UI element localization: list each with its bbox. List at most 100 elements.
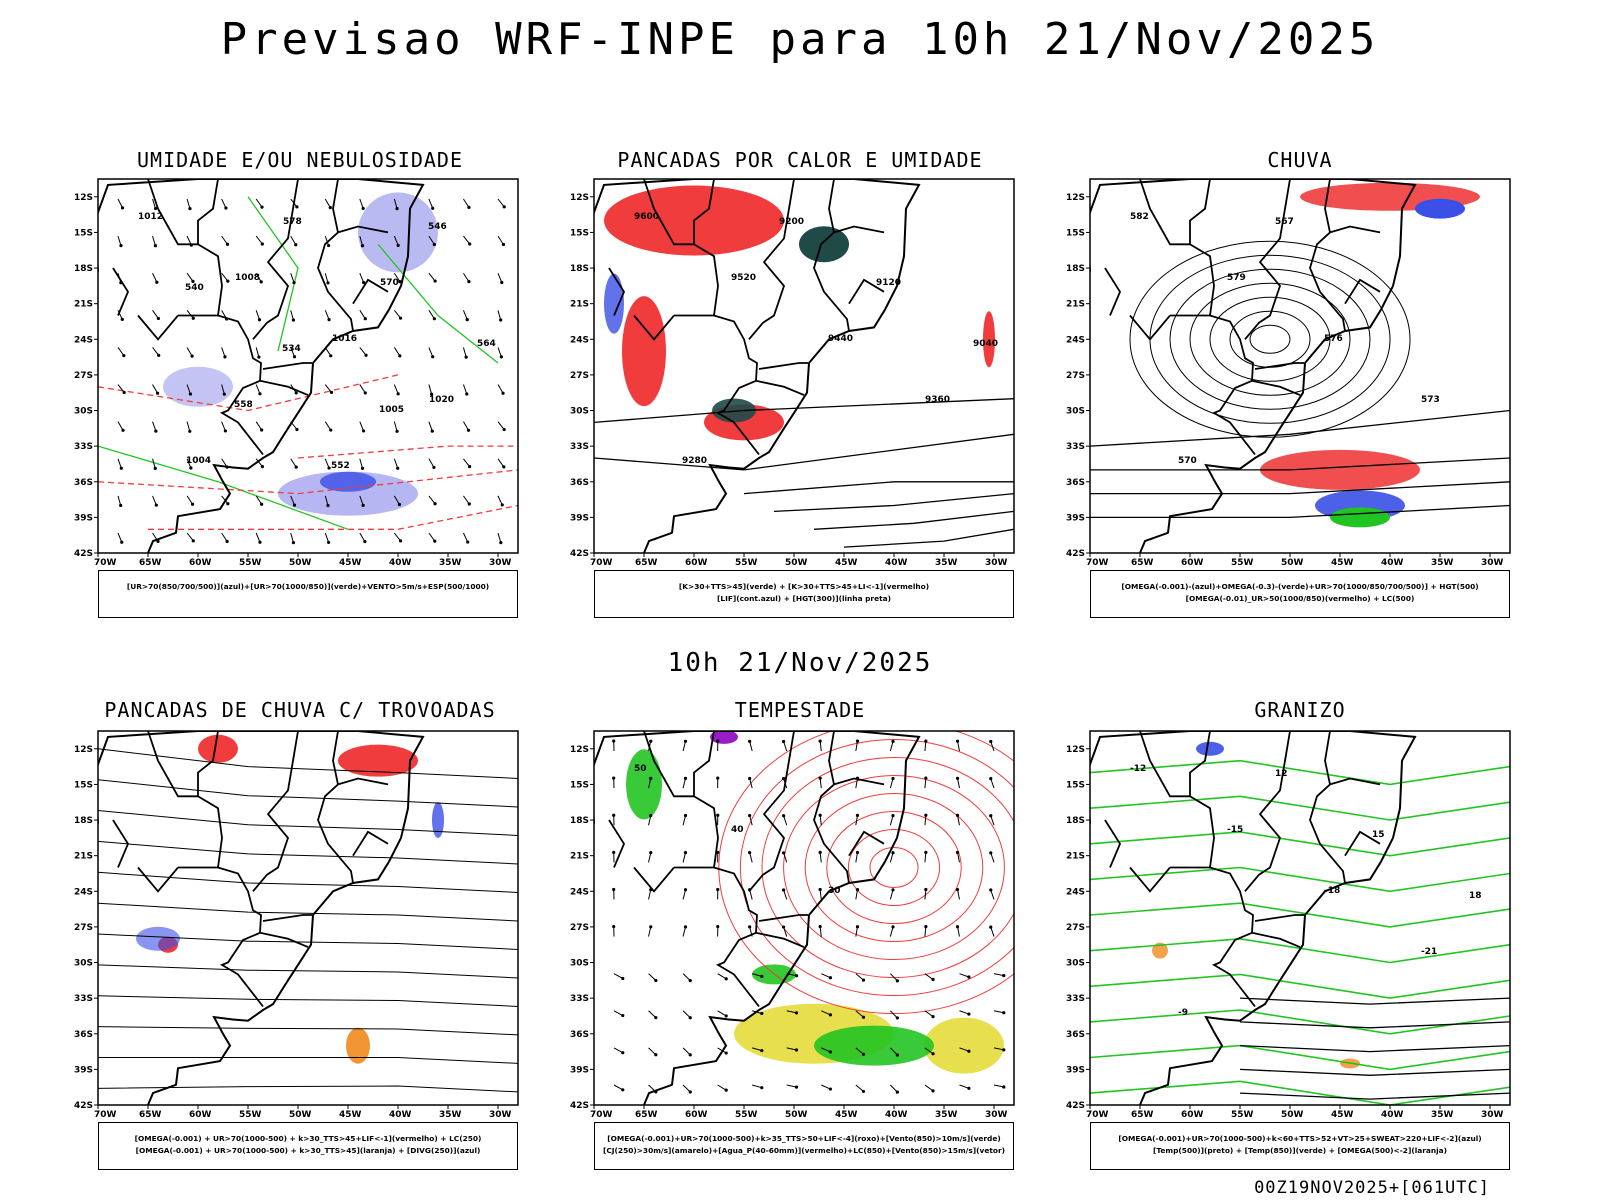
lon-tick-label: 55W — [735, 558, 758, 568]
lat-tick-label: 15S — [1066, 228, 1085, 238]
lon-tick-label: 40W — [885, 558, 908, 568]
lat-tick-label: 39S — [570, 1065, 589, 1075]
lon-tick-label: 45W — [339, 1110, 362, 1120]
lat-tick-label: 33S — [570, 994, 589, 1004]
lat-tick-label: 21S — [74, 300, 93, 310]
lat-tick-label: 36S — [74, 1030, 93, 1040]
panel-4-legend: [OMEGA(-0.001) + UR>70(1000-500) + k>30_… — [98, 1122, 518, 1170]
lon-tick-label: 45W — [1331, 558, 1354, 568]
lon-tick-label: 65W — [139, 1110, 162, 1120]
lat-tick-label: 18S — [1066, 816, 1085, 826]
lat-tick-label: 12S — [1066, 193, 1085, 203]
lat-tick-label: 39S — [570, 513, 589, 523]
lon-tick-label: 40W — [1381, 558, 1404, 568]
lat-tick-label: 15S — [570, 228, 589, 238]
lat-tick-label: 39S — [1066, 513, 1085, 523]
lon-tick-label: 35W — [439, 1110, 462, 1120]
map-panel-5: 50 40 30 12S 15S 18S 21S 24S 27S 30S 33S 36S 39S 42S7… — [570, 730, 1015, 1120]
contour-label: 1012 — [138, 212, 163, 222]
panel-4-title: PANCADAS DE CHUVA C/ TROVOADAS — [104, 698, 496, 722]
contour-label: 570 — [1178, 456, 1197, 466]
lon-tick-label: 70W — [94, 558, 117, 568]
lat-tick-label: 21S — [570, 300, 589, 310]
lon-tick-label: 50W — [1281, 1110, 1304, 1120]
lat-tick-label: 39S — [74, 1065, 93, 1075]
mid-time-label: 10h 21/Nov/2025 — [667, 648, 933, 678]
lat-tick-label: 30S — [570, 959, 589, 969]
contour-label: 9040 — [973, 339, 998, 349]
lat-tick-label: 15S — [570, 780, 589, 790]
lat-tick-label: 24S — [570, 335, 589, 345]
lon-tick-label: 35W — [439, 558, 462, 568]
contour-label: 534 — [282, 344, 301, 354]
lat-tick-label: 21S — [74, 852, 93, 862]
lon-tick-label: 35W — [935, 1110, 958, 1120]
lat-tick-label: 12S — [570, 745, 589, 755]
legend-line: [OMEGA(-0.001)+UR>70(1000-500)+k<60+TTS>… — [1118, 1134, 1482, 1143]
lon-tick-label: 50W — [785, 1110, 808, 1120]
lon-tick-label: 70W — [1086, 1110, 1109, 1120]
lat-tick-label: 12S — [570, 193, 589, 203]
lat-tick-label: 39S — [1066, 1065, 1085, 1075]
contour-label: 9360 — [925, 395, 950, 405]
lon-tick-label: 30W — [489, 1110, 512, 1120]
lon-tick-label: 70W — [94, 1110, 117, 1120]
lon-tick-label: 45W — [1331, 1110, 1354, 1120]
lat-tick-label: 24S — [1066, 887, 1085, 897]
lat-tick-label: 42S — [570, 549, 589, 559]
lat-tick-label: 21S — [570, 852, 589, 862]
lat-tick-label: 27S — [1066, 923, 1085, 933]
lon-tick-label: 60W — [189, 558, 212, 568]
lat-tick-label: 36S — [1066, 1030, 1085, 1040]
lat-tick-label: 27S — [1066, 371, 1085, 381]
lon-tick-label: 35W — [1431, 1110, 1454, 1120]
contour-label: -9 — [1178, 1008, 1188, 1018]
panel-3-legend: [OMEGA(-0.001)-(azul)+OMEGA(-0.3)-(verde… — [1090, 570, 1510, 618]
contour-label: 1004 — [186, 456, 211, 466]
lat-tick-label: 15S — [74, 228, 93, 238]
lon-tick-label: 65W — [635, 1110, 658, 1120]
contour-label: 15 — [1372, 830, 1385, 840]
lon-tick-label: 35W — [1431, 558, 1454, 568]
lat-tick-label: 30S — [570, 407, 589, 417]
contour-label: 573 — [1421, 395, 1440, 405]
lat-tick-label: 33S — [570, 442, 589, 452]
contour-label: 9280 — [682, 456, 707, 466]
contour-label: -12 — [1130, 764, 1146, 774]
lat-tick-label: 42S — [74, 1101, 93, 1111]
lon-tick-label: 30W — [1481, 558, 1504, 568]
lat-tick-label: 24S — [570, 887, 589, 897]
lon-tick-label: 60W — [685, 558, 708, 568]
lat-tick-label: 21S — [1066, 300, 1085, 310]
lon-tick-label: 45W — [835, 558, 858, 568]
lat-tick-label: 39S — [74, 513, 93, 523]
lat-tick-label: 30S — [74, 959, 93, 969]
lon-tick-label: 50W — [289, 558, 312, 568]
lon-tick-label: 50W — [289, 1110, 312, 1120]
lat-tick-label: 24S — [74, 335, 93, 345]
legend-line: [UR>70(850/700/500)](azul)+[UR>70(1000/8… — [126, 582, 490, 591]
contour-label: 30 — [828, 886, 841, 896]
lat-tick-label: 24S — [1066, 335, 1085, 345]
lat-tick-label: 18S — [74, 816, 93, 826]
lon-tick-label: 30W — [985, 1110, 1008, 1120]
lat-tick-label: 27S — [570, 923, 589, 933]
lon-tick-label: 60W — [189, 1110, 212, 1120]
map-panel-3: 582 579 576 573 570 567 12S 15S 18S 21S 24S 27S 30S 3… — [1066, 178, 1511, 568]
lat-tick-label: 24S — [74, 887, 93, 897]
lat-tick-label: 42S — [570, 1101, 589, 1111]
contour-label: 546 — [428, 222, 447, 232]
lat-tick-label: 36S — [74, 478, 93, 488]
lat-tick-label: 18S — [1066, 264, 1085, 274]
lat-tick-label: 27S — [570, 371, 589, 381]
lon-tick-label: 35W — [935, 558, 958, 568]
contour-label: 9200 — [779, 217, 804, 227]
panel-3-title: CHUVA — [1267, 148, 1333, 172]
lon-tick-label: 70W — [590, 1110, 613, 1120]
lon-tick-label: 55W — [1231, 1110, 1254, 1120]
map-panel-1: 1012 1008 1016 1020 1004 578 570 564 558 552 546 54… — [74, 178, 519, 568]
lat-tick-label: 21S — [1066, 852, 1085, 862]
lat-tick-label: 18S — [74, 264, 93, 274]
lon-tick-label: 55W — [239, 558, 262, 568]
